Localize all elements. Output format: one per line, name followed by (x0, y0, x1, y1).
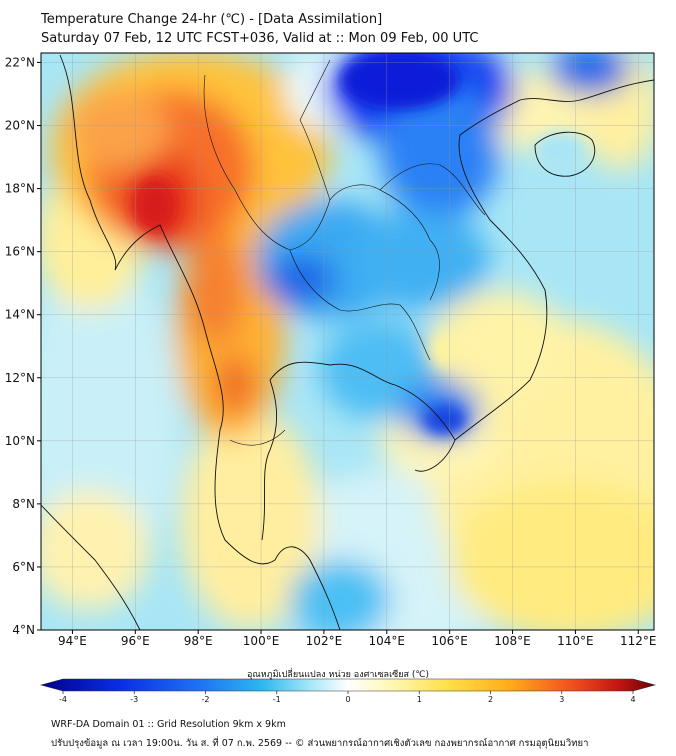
y-axis: 22°N 20°N 18°N 16°N 14°N 12°N 10°N 8°N 6°N 4°N (5, 55, 41, 637)
x-tick-label: 100°E (243, 634, 280, 648)
x-tick-label: 104°E (369, 634, 406, 648)
y-tick-label: 22°N (5, 55, 35, 69)
x-tick-label: 98°E (184, 634, 213, 648)
colorbar-tick-label: 0 (345, 695, 350, 704)
y-tick-label: 18°N (5, 182, 35, 196)
gulf-coastline (261, 361, 456, 541)
y-tick-label: 14°N (5, 308, 35, 322)
coastlines (41, 54, 654, 630)
colorbar-title: อุณหภูมิเปลี่ยนแปลง หน่วย องศาเซลเซียส (… (246, 670, 430, 680)
x-tick-label: 110°E (557, 634, 594, 648)
colorbar-tick-label: -1 (273, 695, 281, 704)
colorbar-tick-label: 3 (559, 695, 564, 704)
y-tick-label: 20°N (5, 119, 35, 133)
y-tick-label: 10°N (5, 434, 35, 448)
colorbar: -4 -3 -2 -1 0 1 2 3 4 (39, 678, 657, 704)
plot-frame (40, 52, 655, 631)
x-tick-label: 102°E (306, 634, 343, 648)
x-tick-label: 112°E (620, 634, 657, 648)
y-tick-label: 16°N (5, 245, 35, 259)
west-coastline (59, 54, 341, 630)
colorbar-tick-label: 4 (630, 695, 635, 704)
footer-model-info: WRF-DA Domain 01 :: Grid Resolution 9km … (51, 719, 286, 730)
y-tick-label: 8°N (12, 497, 35, 511)
colorbar-labels: -4 -3 -2 -1 0 1 2 3 4 (59, 691, 636, 704)
colorbar-tick-label: -2 (202, 695, 210, 704)
y-tick-label: 6°N (12, 560, 35, 574)
x-tick-label: 106°E (431, 634, 468, 648)
sumatra-outline (41, 504, 141, 630)
x-tick-label: 108°E (494, 634, 531, 648)
colorbar-tick-label: 1 (417, 695, 422, 704)
x-axis: 94°E 96°E 98°E 100°E 102°E 104°E 106°E 108°E 110… (58, 630, 657, 648)
x-tick-label: 96°E (121, 634, 150, 648)
colorbar-tick-label: -4 (59, 695, 67, 704)
y-tick-label: 4°N (12, 623, 35, 637)
footer-credit: ปรับปรุงข้อมูล ณ เวลา 19:00น. วัน ส. ที่… (51, 738, 589, 749)
vietnam-coastline (454, 99, 548, 441)
map-title: Temperature Change 24-hr (℃) - [Data Ass… (41, 12, 383, 27)
colorbar-tick-label: -3 (130, 695, 138, 704)
hainan-outline (534, 131, 596, 177)
china-coastline (519, 79, 654, 102)
temperature-field (41, 53, 654, 630)
y-tick-label: 12°N (5, 371, 35, 385)
map-subtitle: Saturday 07 Feb, 12 UTC FCST+036, Valid … (41, 31, 479, 46)
colorbar-tick-label: 2 (488, 695, 493, 704)
inner-borders (203, 59, 486, 446)
x-tick-label: 94°E (58, 634, 87, 648)
